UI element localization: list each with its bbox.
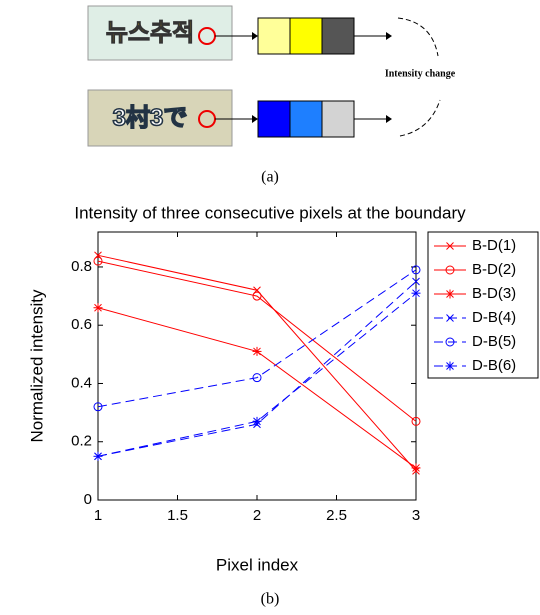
- y-axis-label: Normalized intensity: [27, 289, 46, 443]
- marker: [412, 289, 421, 298]
- legend-label: D-B(6): [472, 357, 516, 374]
- image-text: 3村3で: [113, 104, 188, 131]
- pixel-box: [322, 18, 354, 54]
- series-line: [98, 282, 416, 457]
- y-tick-label: 0.2: [71, 433, 92, 450]
- pixel-box: [290, 101, 322, 137]
- x-tick-label: 2: [253, 507, 261, 524]
- arrow-head: [252, 32, 258, 40]
- intensity-curve: [398, 18, 438, 56]
- legend-label: B-D(3): [472, 285, 516, 302]
- y-tick-label: 0.8: [71, 258, 92, 275]
- x-tick-label: 3: [412, 507, 420, 524]
- figure: 뉴스추적 Intensity change 3村3で (a) Intensity…: [0, 0, 540, 615]
- caption: (a): [261, 169, 279, 186]
- series-line: [98, 261, 416, 421]
- arrow-head: [386, 115, 392, 123]
- marker: [94, 303, 103, 312]
- arrow-head: [252, 115, 258, 123]
- pixel-box: [290, 18, 322, 54]
- chart-title: Intensity of three consecutive pixels at…: [74, 203, 466, 222]
- plot-frame: [98, 232, 416, 500]
- x-tick-label: 2.5: [326, 507, 347, 524]
- intensity-curve: [400, 100, 440, 136]
- marker: [253, 347, 262, 356]
- caption: (b): [261, 591, 280, 608]
- marker: [412, 463, 421, 472]
- pixel-box: [258, 18, 290, 54]
- series-line: [98, 308, 416, 468]
- y-tick-label: 0.6: [71, 316, 92, 333]
- series-line: [98, 293, 416, 456]
- image-text: 뉴스추적: [106, 19, 194, 46]
- legend-label: D-B(4): [472, 309, 516, 326]
- marker: [446, 362, 455, 371]
- arrow-head: [386, 32, 392, 40]
- legend-label: B-D(2): [472, 261, 516, 278]
- y-tick-label: 0.4: [71, 374, 92, 391]
- diagram-label: Intensity change: [385, 68, 456, 79]
- legend-label: B-D(1): [472, 237, 516, 254]
- x-tick-label: 1.5: [167, 507, 188, 524]
- x-axis-label: Pixel index: [216, 555, 299, 574]
- pixel-box: [322, 101, 354, 137]
- pixel-box: [258, 101, 290, 137]
- marker: [94, 452, 103, 461]
- legend-label: D-B(5): [472, 333, 516, 350]
- marker: [253, 417, 262, 426]
- marker: [446, 290, 455, 299]
- x-tick-label: 1: [94, 507, 102, 524]
- series-line: [98, 255, 416, 471]
- y-tick-label: 0: [84, 491, 92, 508]
